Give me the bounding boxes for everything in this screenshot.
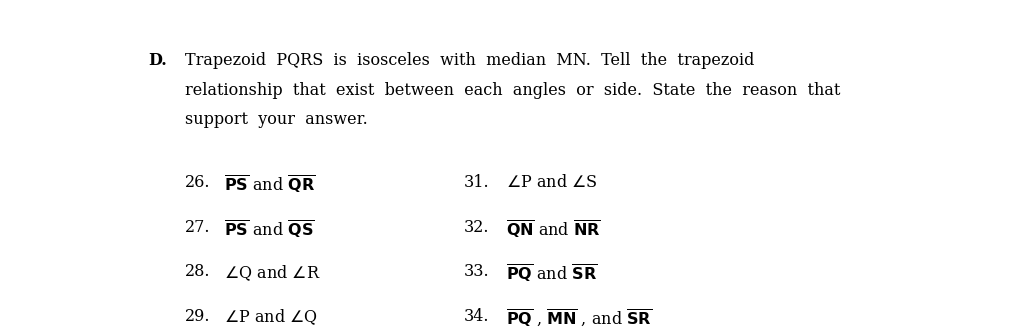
Text: $\overline{\mathbf{PQ}}$ and $\overline{\mathbf{SR}}$: $\overline{\mathbf{PQ}}$ and $\overline{… [507, 263, 598, 285]
Text: $\angle$P and $\angle$S: $\angle$P and $\angle$S [507, 174, 598, 191]
Text: 32.: 32. [463, 219, 488, 236]
Text: 33.: 33. [463, 263, 489, 280]
Text: 31.: 31. [463, 174, 489, 191]
Text: relationship  that  exist  between  each  angles  or  side.  State  the  reason : relationship that exist between each ang… [185, 82, 840, 99]
Text: 28.: 28. [185, 263, 210, 280]
Text: $\overline{\mathbf{PS}}$ and $\overline{\mathbf{QS}}$: $\overline{\mathbf{PS}}$ and $\overline{… [224, 219, 315, 241]
Text: 29.: 29. [185, 308, 210, 325]
Text: D.: D. [149, 52, 167, 69]
Text: 26.: 26. [185, 174, 210, 191]
Text: Trapezoid  PQRS  is  isosceles  with  median  MN.  Tell  the  trapezoid: Trapezoid PQRS is isosceles with median … [185, 52, 754, 69]
Text: support  your  answer.: support your answer. [185, 111, 368, 128]
Text: 34.: 34. [463, 308, 488, 325]
Text: $\angle$Q and $\angle$R: $\angle$Q and $\angle$R [224, 263, 320, 283]
Text: $\angle$P and $\angle$Q: $\angle$P and $\angle$Q [224, 308, 318, 327]
Text: $\overline{\mathbf{PS}}$ and $\overline{\mathbf{QR}}$: $\overline{\mathbf{PS}}$ and $\overline{… [224, 174, 315, 196]
Text: 27.: 27. [185, 219, 210, 236]
Text: $\overline{\mathbf{PQ}}$ , $\overline{\mathbf{MN}}$ , and $\overline{\mathbf{SR}: $\overline{\mathbf{PQ}}$ , $\overline{\m… [507, 308, 652, 329]
Text: $\overline{\mathbf{QN}}$ and $\overline{\mathbf{NR}}$: $\overline{\mathbf{QN}}$ and $\overline{… [507, 219, 601, 241]
